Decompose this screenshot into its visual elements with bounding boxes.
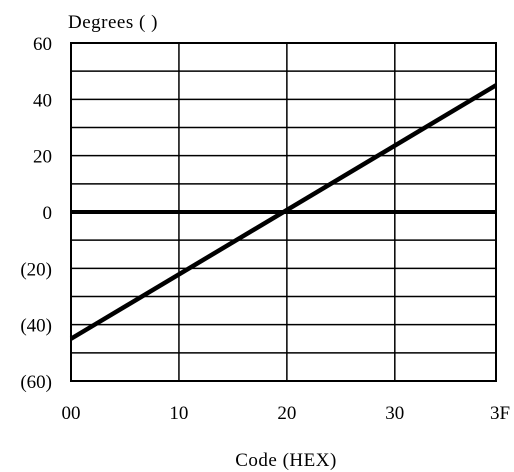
y-tick-label: 0 [43, 203, 53, 224]
series-line [69, 83, 498, 341]
x-tick-label: 10 [169, 403, 188, 424]
y-axis-title: Degrees ( ) [68, 12, 158, 33]
y-tick-label: (40) [20, 316, 52, 337]
x-tick-label: 20 [277, 403, 296, 424]
series-layer [69, 83, 498, 341]
y-tick-label: (60) [20, 372, 52, 393]
y-tick-labels: 60 40 20 0 (20) (40) (60) [20, 34, 52, 393]
x-tick-label: 00 [62, 403, 81, 424]
x-axis-title: Code (HEX) [235, 450, 337, 471]
x-tick-labels: 00 10 20 30 3F [62, 403, 511, 424]
y-tick-label: 60 [33, 34, 52, 55]
y-tick-label: 40 [33, 90, 52, 111]
x-tick-label: 3F [490, 403, 510, 424]
y-tick-label: 20 [33, 147, 52, 168]
y-tick-label: (20) [20, 259, 52, 280]
x-tick-label: 30 [385, 403, 404, 424]
